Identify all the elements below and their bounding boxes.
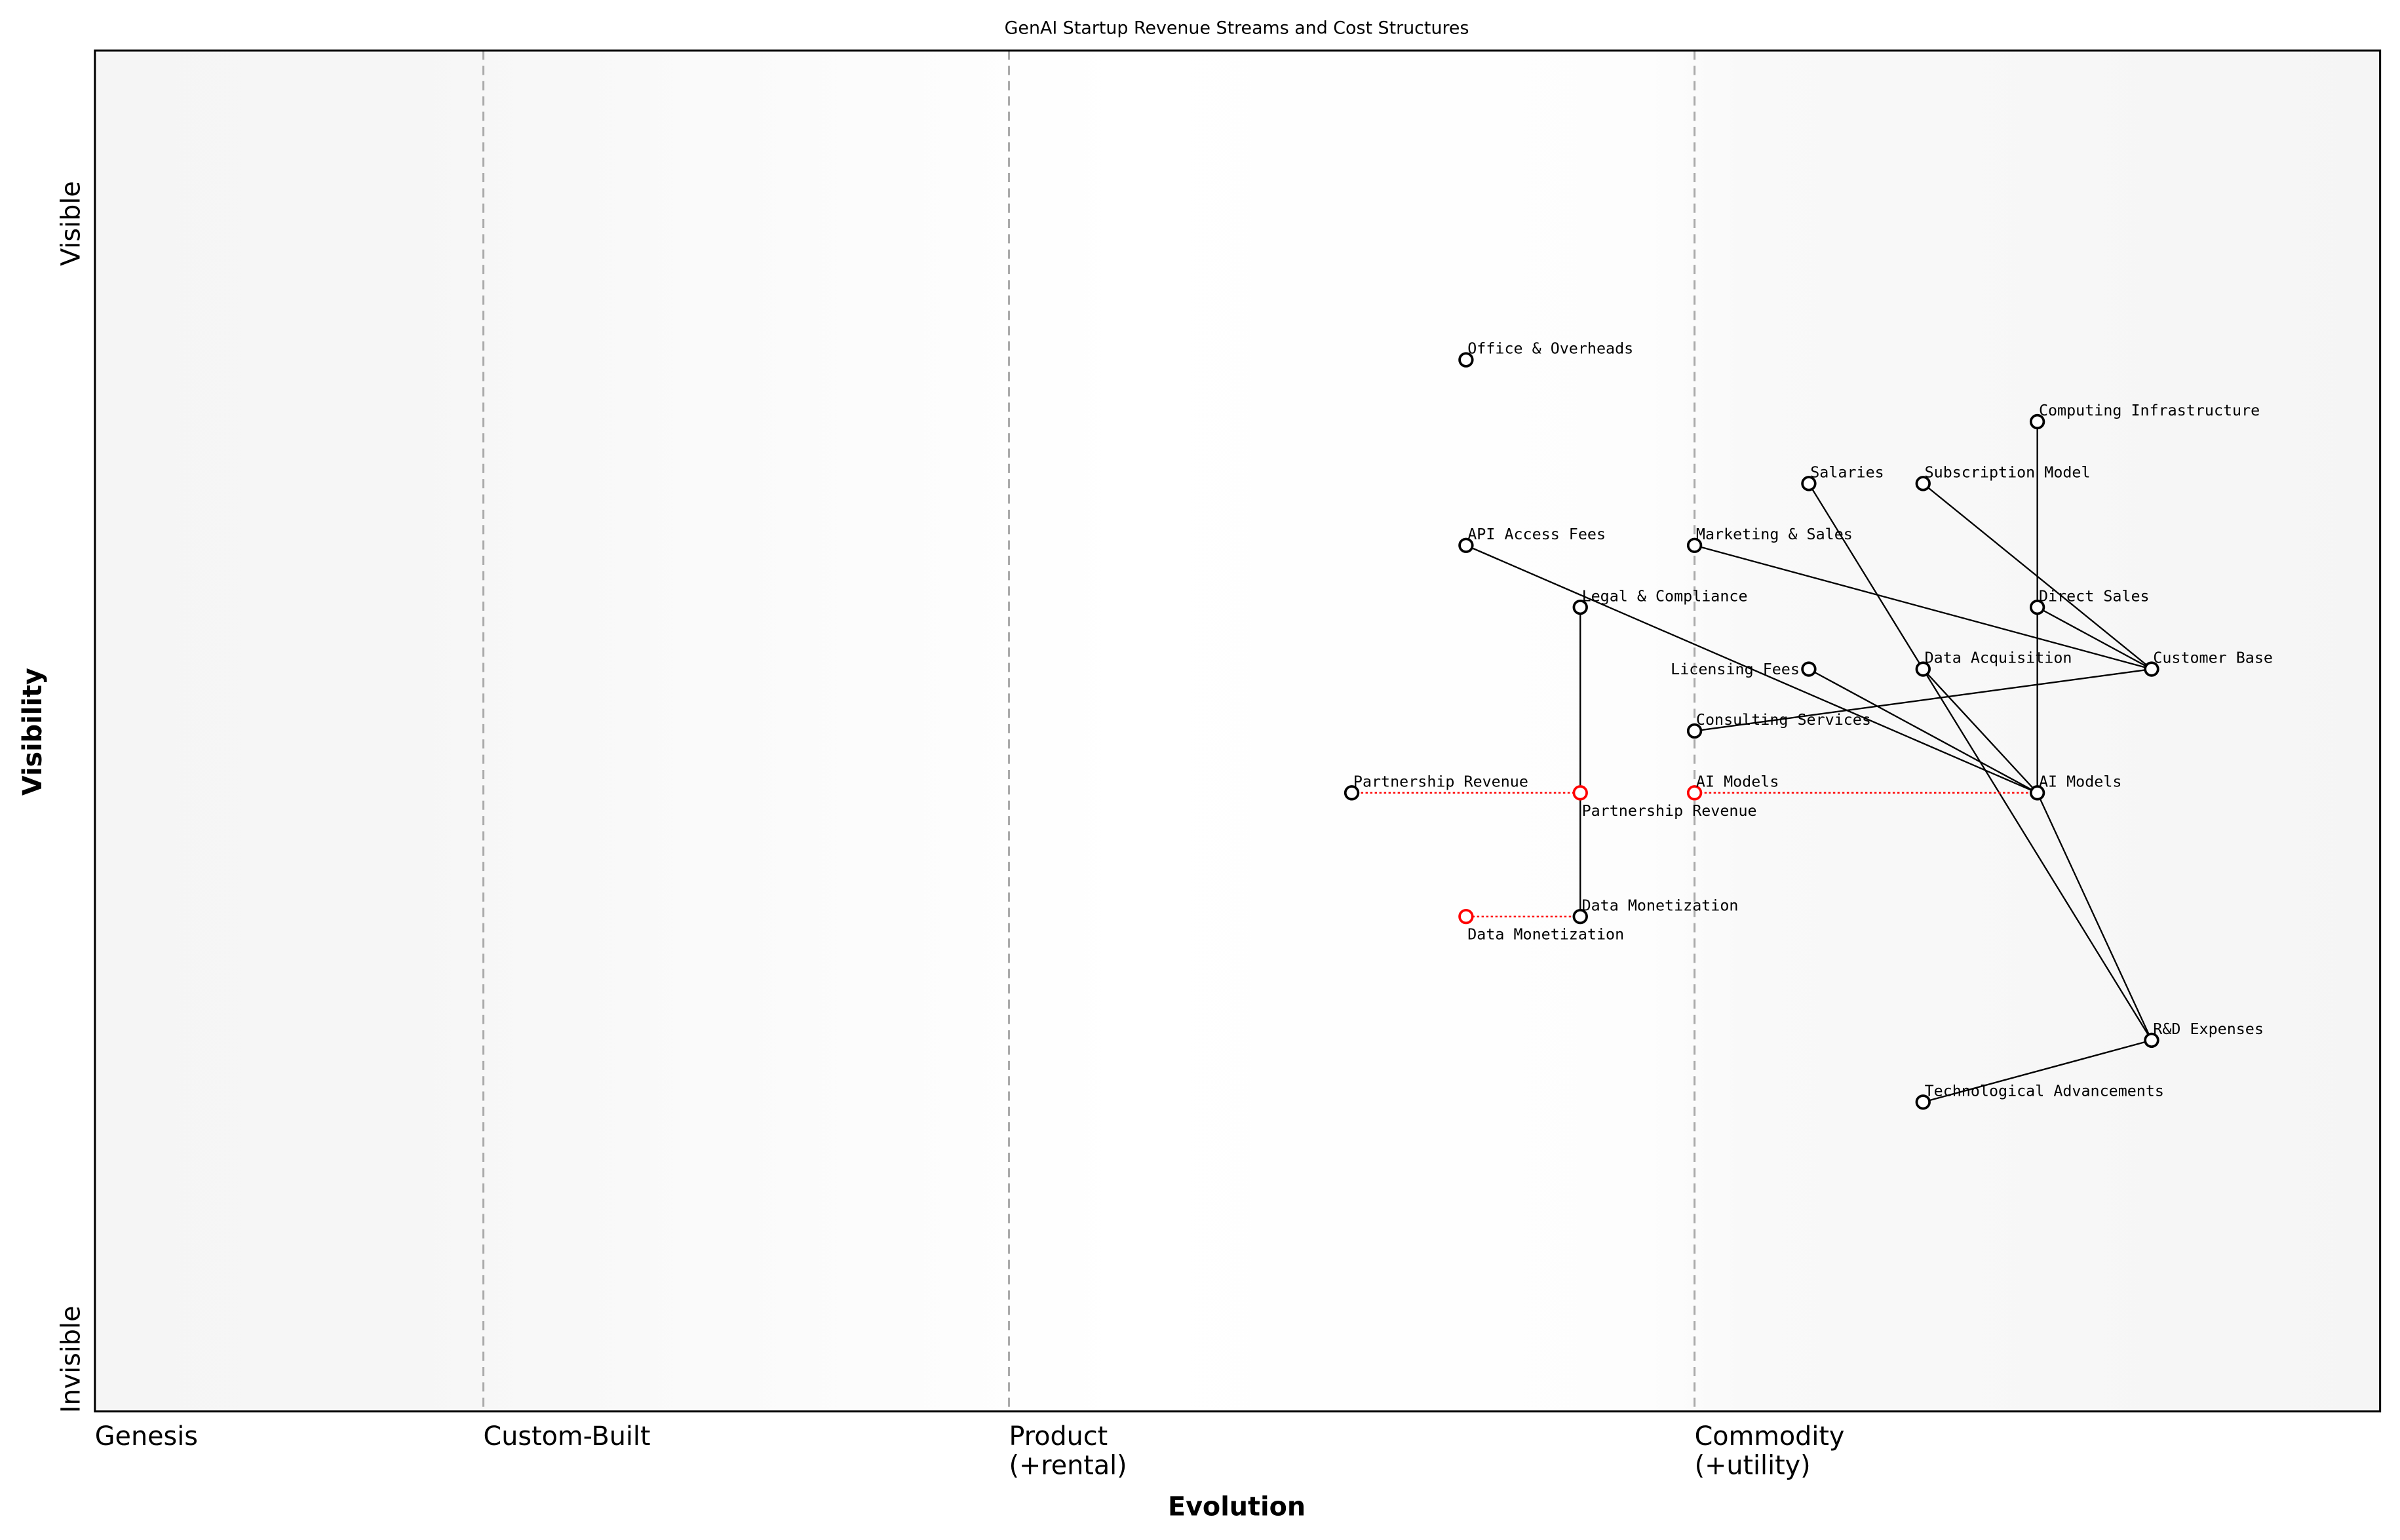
link-salaries-to-r-d-expenses — [1808, 483, 2152, 1041]
component-node-licensing-fees — [1801, 661, 1817, 677]
component-node-r-d-expenses — [2144, 1032, 2159, 1049]
component-label-consulting-services: Consulting Services — [1696, 710, 1871, 729]
x-stage-label-line: (+utility) — [1695, 1451, 1811, 1481]
component-node-partnership-revenue — [1344, 785, 1360, 801]
component-node-direct-sales — [2029, 599, 2045, 615]
link-direct-sales-to-customer-base — [2037, 606, 2152, 670]
link-api-access-fees-to-ai-models — [1465, 545, 2038, 794]
component-label-licensing-fees: Licensing Fees — [1671, 660, 1800, 678]
link-technological-advancements-to-r-d-expenses — [1922, 1039, 2152, 1103]
component-label-technological-advancements: Technological Advancements — [1925, 1081, 2164, 1100]
evolved-label-partnership-revenue: Partnership Revenue — [1582, 801, 1757, 820]
component-node-subscription-model — [1915, 476, 1931, 491]
component-label-marketing-sales: Marketing & Sales — [1696, 525, 1853, 543]
component-node-ai-models — [2029, 785, 2045, 801]
x-axis-label: Evolution — [1168, 1492, 1306, 1522]
x-stage-label-line: Product — [1009, 1421, 1108, 1452]
component-label-partnership-revenue: Partnership Revenue — [1353, 772, 1528, 790]
evolved-label-data-monetization: Data Monetization — [1467, 925, 1624, 944]
component-node-office-overheads — [1458, 352, 1474, 368]
link-data-acquisition-to-ai-models — [1922, 668, 2038, 794]
component-node-technological-advancements — [1915, 1094, 1931, 1110]
component-label-r-d-expenses: R&D Expenses — [2153, 1020, 2264, 1038]
component-label-data-monetization: Data Monetization — [1582, 896, 1739, 914]
evolved-label-ai-models: AI Models — [1696, 772, 1779, 790]
component-label-computing-infrastructure: Computing Infrastructure — [2039, 401, 2260, 419]
component-label-office-overheads: Office & Overheads — [1467, 339, 1633, 358]
y-label-visible: Visible — [56, 181, 86, 266]
component-label-api-access-fees: API Access Fees — [1467, 525, 1606, 543]
component-node-api-access-fees — [1458, 537, 1474, 553]
component-label-salaries: Salaries — [1810, 463, 1884, 482]
x-stage-label-line: (+rental) — [1009, 1451, 1127, 1481]
component-label-data-acquisition: Data Acquisition — [1925, 649, 2072, 667]
component-node-computing-infrastructure — [2029, 414, 2045, 430]
x-stage-label-custom-built: Custom-Built — [484, 1421, 651, 1452]
component-node-data-acquisition — [1915, 661, 1931, 677]
plot-background — [94, 50, 2380, 1412]
link-ai-models-to-r-d-expenses — [2036, 792, 2153, 1041]
link-consulting-services-to-customer-base — [1694, 668, 2152, 732]
component-label-customer-base: Customer Base — [2153, 649, 2273, 667]
link-subscription-model-to-customer-base — [1922, 482, 2152, 670]
component-node-consulting-services — [1686, 723, 1703, 739]
component-node-marketing-sales — [1686, 537, 1703, 553]
link-marketing-sales-to-customer-base — [1694, 545, 2152, 670]
component-node-salaries — [1801, 476, 1817, 491]
component-label-subscription-model: Subscription Model — [1925, 463, 2091, 482]
x-stage-label-product: Product (+rental) — [1009, 1421, 1127, 1480]
evolved-node-partnership-revenue — [1572, 785, 1588, 801]
x-stage-label-commodity: Commodity (+utility) — [1695, 1421, 1845, 1480]
component-node-data-monetization — [1572, 908, 1588, 925]
evolved-node-data-monetization — [1458, 908, 1474, 925]
y-axis-label: Visibility — [18, 668, 48, 796]
component-label-legal-compliance: Legal & Compliance — [1582, 587, 1748, 605]
component-label-direct-sales: Direct Sales — [2039, 587, 2150, 605]
component-node-legal-compliance — [1572, 599, 1588, 615]
x-stage-label-line: Genesis — [95, 1421, 198, 1452]
chart-title: GenAI Startup Revenue Streams and Cost S… — [1005, 18, 1469, 38]
evolved-node-ai-models — [1686, 785, 1703, 801]
component-label-ai-models: AI Models — [2039, 772, 2121, 790]
plot-frame — [94, 49, 2382, 1413]
component-node-customer-base — [2144, 661, 2159, 677]
x-stage-label-line: Commodity — [1695, 1421, 1845, 1452]
link-licensing-fees-to-ai-models — [1808, 668, 2038, 794]
y-label-invisible: Invisible — [56, 1305, 86, 1413]
x-stage-label-line: Custom-Built — [484, 1421, 651, 1452]
x-stage-label-genesis: Genesis — [95, 1421, 198, 1452]
